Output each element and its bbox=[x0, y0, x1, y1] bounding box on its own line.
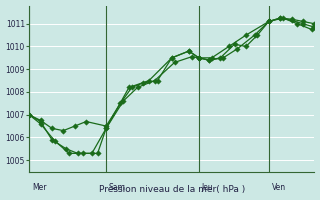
X-axis label: Pression niveau de la mer( hPa ): Pression niveau de la mer( hPa ) bbox=[99, 185, 245, 194]
Text: Mer: Mer bbox=[32, 183, 46, 192]
Text: Jeu: Jeu bbox=[202, 183, 213, 192]
Text: Ven: Ven bbox=[272, 183, 286, 192]
Text: Sam: Sam bbox=[109, 183, 126, 192]
